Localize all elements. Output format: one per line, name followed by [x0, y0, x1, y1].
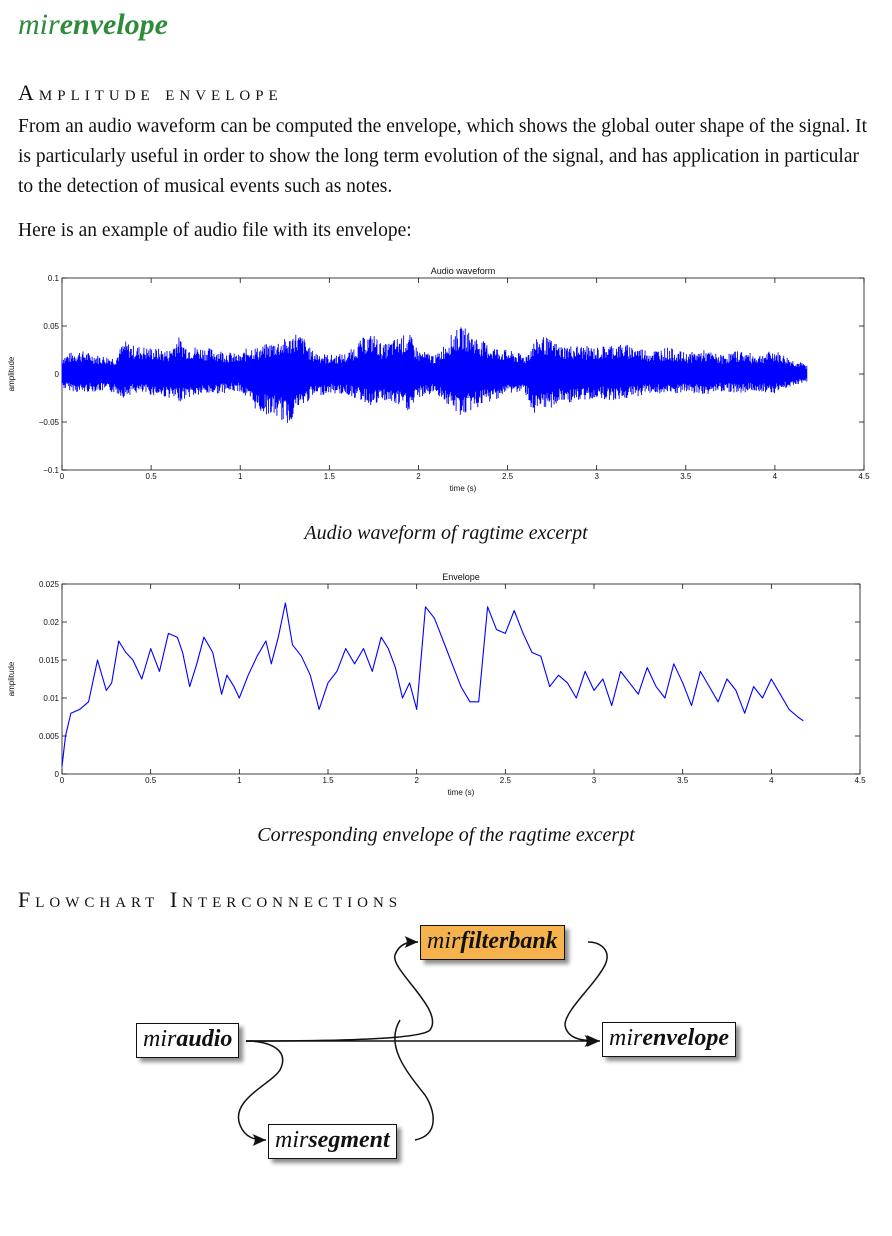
- x-tick-label: 3.5: [677, 776, 689, 785]
- x-tick-label: 1: [237, 776, 242, 785]
- y-tick-label: 0.02: [43, 618, 59, 627]
- y-axis-label: amplitude: [7, 661, 16, 696]
- x-tick-label: 4: [773, 472, 778, 481]
- y-tick-label: 0.1: [48, 274, 60, 283]
- x-tick-label: 0: [60, 776, 65, 785]
- intro-paragraph: From an audio waveform can be computed t…: [18, 116, 868, 197]
- x-tick-label: 0: [60, 472, 65, 481]
- x-tick-label: 3: [592, 776, 597, 785]
- x-tick-label: 0.5: [145, 776, 157, 785]
- envelope-caption: Corresponding envelope of the ragtime ex…: [257, 824, 635, 846]
- y-tick-label: 0: [55, 370, 60, 379]
- chart-title: Envelope: [442, 572, 480, 582]
- node-mirfilterbank-suffix: filterbank: [460, 928, 558, 954]
- x-axis-label: time (s): [450, 484, 477, 493]
- y-tick-label: 0.025: [39, 580, 60, 589]
- x-axis-label: time (s): [448, 788, 475, 797]
- chart-title: Audio waveform: [431, 266, 496, 276]
- example-paragraph: Here is an example of audio file with it…: [18, 220, 412, 241]
- x-tick-label: 3: [594, 472, 599, 481]
- edge-audio-filterbank: [245, 936, 434, 1042]
- node-mirsegment: mirsegment: [268, 1124, 397, 1159]
- waveform-chart: 0 0.5 1 1.5 2 2.5 3 3.5 4 4.5 −0.1 −0.05 0 0.05 0.1 Aud…: [7, 266, 870, 493]
- node-mirsegment-prefix: mir: [275, 1127, 309, 1153]
- node-mirenvelope-suffix: envelope: [642, 1025, 729, 1051]
- x-tick-label: 3.5: [680, 472, 692, 481]
- edge-filterbank-envelope: [564, 941, 608, 1047]
- x-tick-label: 2.5: [502, 472, 514, 481]
- section-heading-amplitude-envelope: Amplitude envelope: [18, 80, 283, 105]
- y-tick-label: −0.05: [39, 418, 60, 427]
- y-axis-label: amplitude: [7, 356, 16, 391]
- plot-frame: [61, 583, 861, 775]
- waveform-caption: Audio waveform of ragtime excerpt: [304, 522, 588, 544]
- x-tick-label: 1.5: [324, 472, 336, 481]
- x-tick-label: 2.5: [500, 776, 512, 785]
- edge-audio-segment: [237, 1040, 284, 1146]
- node-mirfilterbank: mirfilterbank: [420, 925, 565, 960]
- page-title: mirenvelope: [18, 8, 168, 42]
- y-tick-label: 0.005: [39, 732, 60, 741]
- x-tick-label: 2: [416, 472, 421, 481]
- node-mirenvelope: mirenvelope: [602, 1022, 736, 1057]
- title-suffix: envelope: [59, 8, 168, 41]
- edge-segment-filterbank: [394, 1019, 434, 1141]
- envelope-series: [61, 602, 804, 767]
- node-mirsegment-suffix: segment: [308, 1127, 390, 1153]
- section-heading-flowchart: Flowchart Interconnections: [18, 887, 403, 912]
- waveform-series: [61, 327, 808, 423]
- node-miraudio-prefix: mir: [143, 1026, 177, 1052]
- y-tick-label: 0.01: [43, 694, 59, 703]
- x-tick-label: 1: [238, 472, 243, 481]
- x-tick-label: 4: [769, 776, 774, 785]
- node-miraudio-suffix: audio: [176, 1026, 233, 1052]
- x-tick-label: 0.5: [146, 472, 158, 481]
- y-tick-label: −0.1: [43, 466, 59, 475]
- x-tick-label: 4.5: [858, 472, 870, 481]
- y-tick-label: 0: [55, 770, 60, 779]
- node-miraudio: miraudio: [136, 1023, 240, 1058]
- node-mirenvelope-prefix: mir: [609, 1025, 643, 1051]
- x-tick-label: 2: [414, 776, 419, 785]
- x-tick-label: 4.5: [854, 776, 866, 785]
- y-tick-label: 0.015: [39, 656, 60, 665]
- x-tick-label: 1.5: [322, 776, 334, 785]
- node-mirfilterbank-prefix: mir: [427, 928, 461, 954]
- y-tick-label: 0.05: [43, 322, 59, 331]
- title-prefix: mir: [18, 8, 60, 41]
- envelope-chart: 0 0.5 1 1.5 2 2.5 3 3.5 4 4.5 0 0.005 0.01 0.015 0.02 0…: [7, 572, 866, 797]
- flowchart-arrows: [237, 936, 608, 1146]
